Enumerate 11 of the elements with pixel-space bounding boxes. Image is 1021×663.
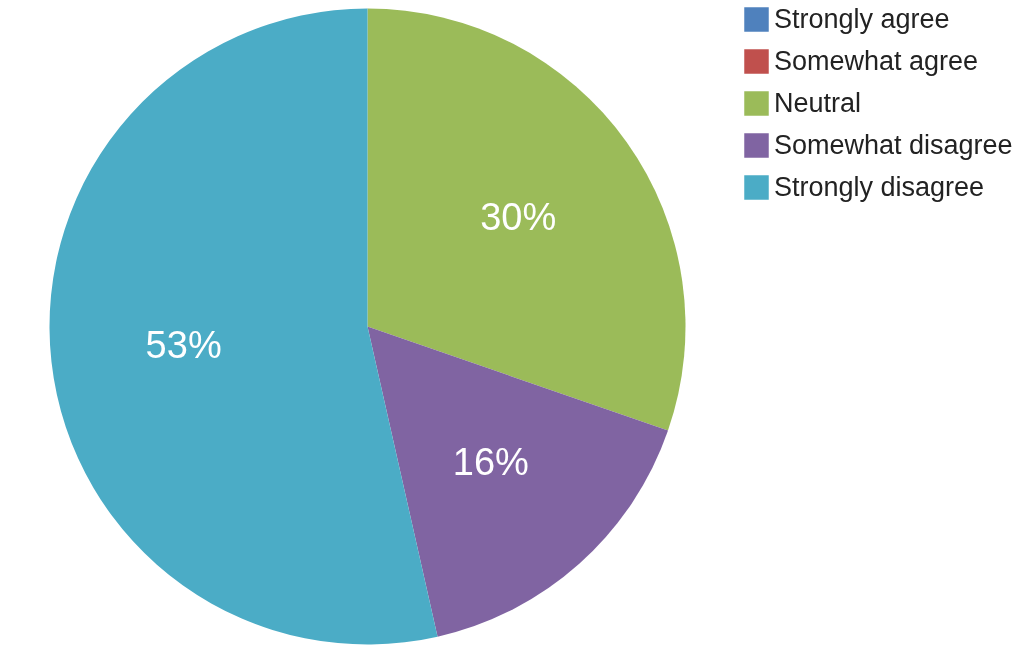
legend-label: Strongly disagree xyxy=(774,171,985,202)
pie-slice xyxy=(367,8,686,431)
legend-label: Somewhat disagree xyxy=(774,129,1013,160)
pie-slice xyxy=(49,8,438,645)
data-label: 30% xyxy=(480,196,557,239)
data-label: 53% xyxy=(145,324,222,367)
legend-label: Somewhat agree xyxy=(774,45,979,76)
data-label: 16% xyxy=(452,441,529,484)
legend-label: Neutral xyxy=(774,87,862,118)
legend-label: Strongly agree xyxy=(774,3,950,34)
pie-slice xyxy=(367,326,669,637)
